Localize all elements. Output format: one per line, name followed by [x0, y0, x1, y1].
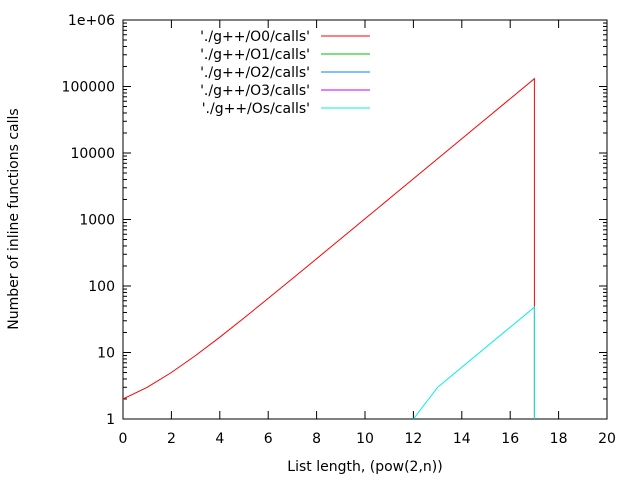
x-tick-label: 16: [501, 431, 519, 447]
x-tick-label: 20: [598, 431, 616, 447]
y-tick-label: 1: [106, 412, 115, 428]
x-tick-label: 6: [264, 431, 273, 447]
legend: './g++/O0/calls' './g++/O1/calls' './g++/O…: [200, 29, 370, 117]
series-line-4: [413, 306, 535, 420]
axis-tick-labels: 0 2 4 6 8 10 12 14 16 18 20 1 10 100 1000 10000 100000 1e…: [62, 13, 616, 447]
series-line-0: [122, 77, 535, 419]
x-tick-label: 8: [312, 431, 321, 447]
x-tick-label: 18: [550, 431, 568, 447]
axis-ticks: [122, 19, 608, 420]
x-tick-label: 2: [167, 431, 176, 447]
x-tick-label: 4: [215, 431, 224, 447]
y-tick-label: 1000: [79, 213, 115, 229]
y-tick-label: 100000: [62, 80, 115, 96]
x-tick-label: 0: [119, 431, 128, 447]
legend-label: './g++/Os/calls': [202, 101, 310, 117]
legend-label: './g++/O3/calls': [200, 83, 310, 99]
x-tick-label: 12: [404, 431, 422, 447]
y-tick-label: 10: [97, 346, 115, 362]
legend-label: './g++/O2/calls': [200, 65, 310, 81]
legend-label: './g++/O0/calls': [200, 29, 310, 45]
x-axis-label: List length, (pow(2,n)): [287, 459, 442, 475]
x-tick-label: 14: [453, 431, 471, 447]
legend-label: './g++/O1/calls': [200, 47, 310, 63]
y-axis-label: Number of inline functions calls: [6, 108, 22, 329]
y-tick-label: 100: [88, 279, 115, 295]
x-tick-label: 10: [356, 431, 374, 447]
y-tick-label: 1e+06: [68, 13, 115, 29]
y-tick-label: 10000: [70, 146, 115, 162]
series-lines: [122, 77, 535, 420]
